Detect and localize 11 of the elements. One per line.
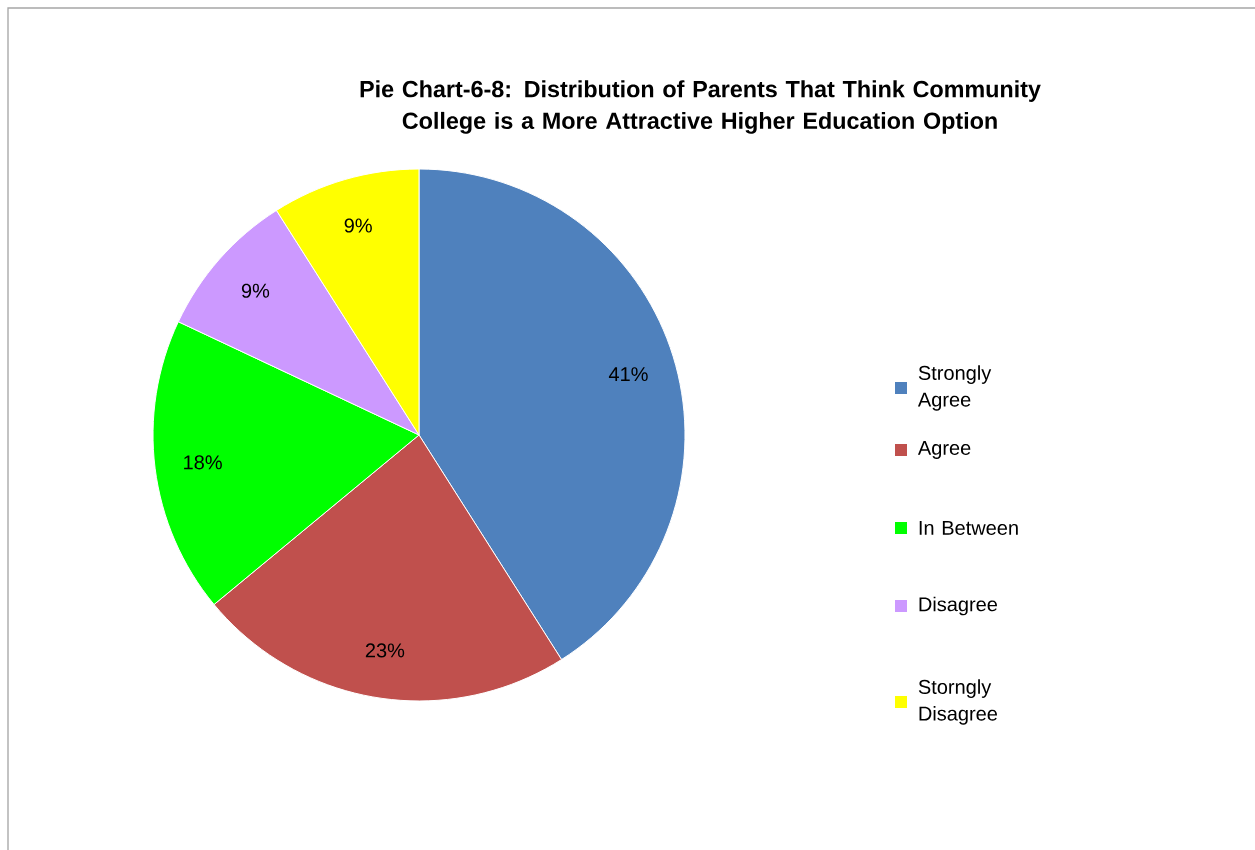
legend-label: Disagree bbox=[919, 596, 998, 616]
chart-title: Pie Chart-6-8: Distribution of Parents That Think Community College is a More Attractive Higher Education Option bbox=[360, 80, 1041, 134]
legend-label: Storngly Disagree bbox=[918, 679, 998, 725]
data-label: 18% bbox=[184, 455, 222, 470]
legend-label: Agree bbox=[917, 441, 971, 459]
data-label: 23% bbox=[365, 643, 405, 658]
legend-label: In Between bbox=[919, 521, 1018, 535]
data-label: 9% bbox=[241, 283, 270, 298]
data-label: 41% bbox=[608, 367, 648, 382]
data-label: 9% bbox=[344, 218, 372, 233]
legend-label: Strongly Agree bbox=[917, 365, 992, 411]
